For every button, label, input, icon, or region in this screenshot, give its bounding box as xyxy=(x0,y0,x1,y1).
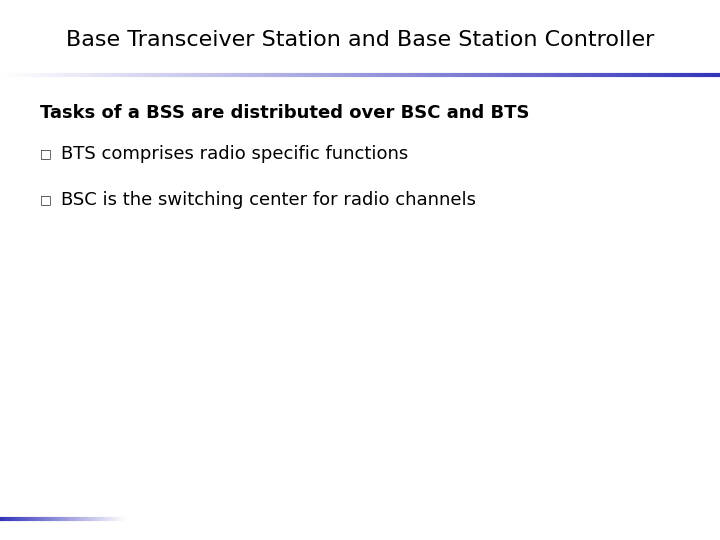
Text: Base Transceiver Station and Base Station Controller: Base Transceiver Station and Base Statio… xyxy=(66,30,654,51)
Text: □: □ xyxy=(40,193,51,206)
Text: BTS comprises radio specific functions: BTS comprises radio specific functions xyxy=(61,145,408,163)
Text: BSC is the switching center for radio channels: BSC is the switching center for radio ch… xyxy=(61,191,476,209)
Text: □: □ xyxy=(40,147,51,160)
Text: Tasks of a BSS are distributed over BSC and BTS: Tasks of a BSS are distributed over BSC … xyxy=(40,104,529,123)
